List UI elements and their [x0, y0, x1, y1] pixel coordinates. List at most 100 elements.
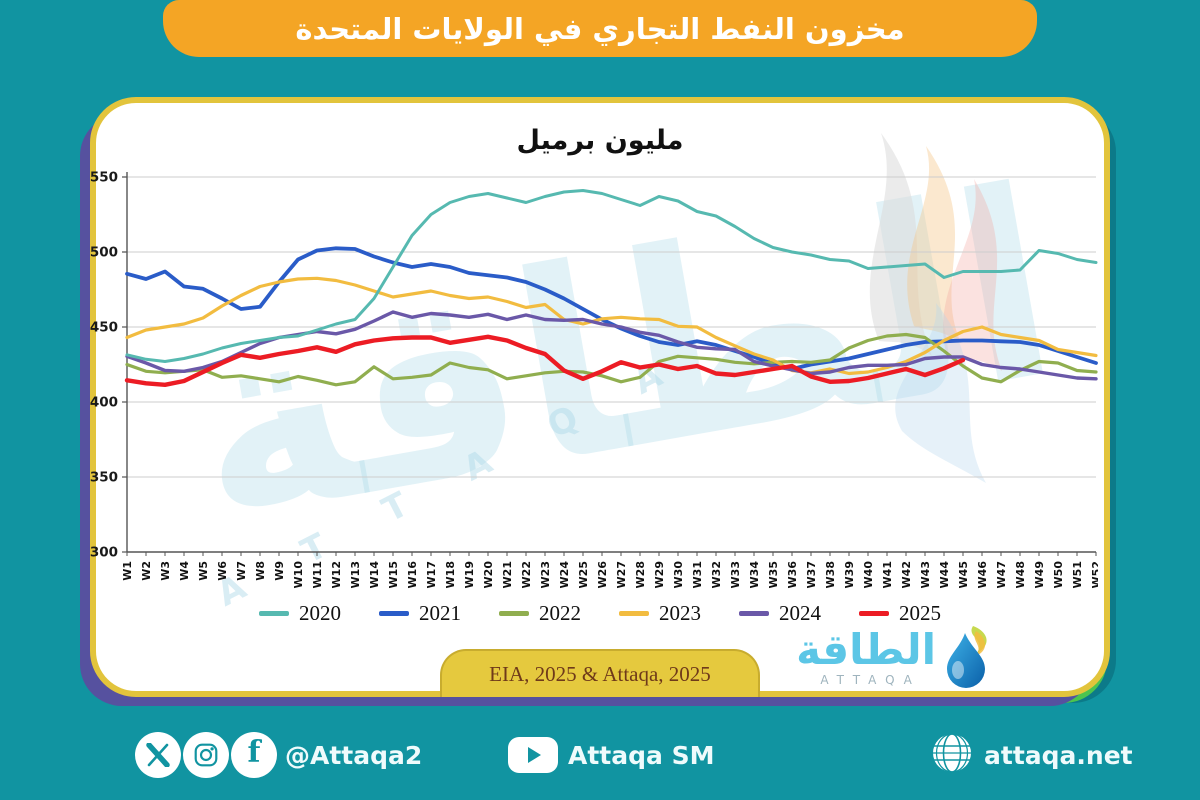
svg-text:W28: W28 [634, 561, 647, 588]
svg-text:W46: W46 [976, 561, 989, 589]
legend-label-2025: 2025 [899, 601, 941, 625]
svg-text:350: 350 [90, 470, 118, 486]
svg-text:W42: W42 [900, 561, 913, 588]
legend-item-2020: 2020 [259, 601, 341, 626]
svg-text:W8: W8 [254, 561, 267, 581]
legend-label-2024: 2024 [779, 601, 821, 625]
youtube-channel: Attaqa SM [568, 740, 715, 770]
legend-item-2023: 2023 [619, 601, 701, 626]
svg-text:W25: W25 [577, 561, 590, 588]
svg-text:W48: W48 [1014, 561, 1027, 588]
svg-text:W36: W36 [786, 561, 799, 589]
svg-text:W23: W23 [539, 561, 552, 588]
svg-text:W32: W32 [710, 561, 723, 588]
svg-text:W43: W43 [919, 561, 932, 588]
svg-text:W24: W24 [558, 561, 571, 589]
svg-text:W30: W30 [672, 561, 685, 589]
svg-text:W21: W21 [501, 561, 514, 588]
social-group: f @Attaqa2 [135, 710, 422, 800]
svg-text:W34: W34 [748, 561, 761, 589]
svg-text:W20: W20 [482, 561, 495, 589]
flame-watermark-icon [869, 133, 1002, 483]
chart-legend: 2020 2021 2022 2023 2024 2025 [96, 601, 1104, 626]
svg-text:W26: W26 [596, 561, 609, 589]
svg-text:550: 550 [90, 170, 118, 186]
svg-text:300: 300 [90, 545, 118, 561]
youtube-icon [508, 737, 558, 773]
svg-text:W11: W11 [311, 561, 324, 588]
legend-label-2023: 2023 [659, 601, 701, 625]
svg-text:500: 500 [90, 245, 118, 261]
svg-text:W49: W49 [1033, 561, 1046, 588]
svg-text:W27: W27 [615, 561, 628, 588]
series-line-2022 [125, 332, 1098, 387]
svg-text:W37: W37 [805, 561, 818, 588]
legend-swatch-2024 [739, 611, 769, 616]
chart-card: الطاقة A T T A Q A 300 350 400 450 500 550 W1 W… [90, 97, 1110, 697]
svg-text:W6: W6 [216, 561, 229, 581]
svg-text:W19: W19 [463, 561, 476, 588]
legend-label-2020: 2020 [299, 601, 341, 625]
legend-swatch-2025 [859, 611, 889, 616]
svg-text:W3: W3 [159, 561, 172, 581]
svg-text:W16: W16 [406, 561, 419, 589]
svg-text:W1: W1 [121, 561, 134, 581]
logo-arabic-text: الطاقة [796, 624, 936, 674]
svg-text:W4: W4 [178, 561, 191, 581]
svg-text:W22: W22 [520, 561, 533, 588]
svg-text:W44: W44 [938, 561, 951, 589]
svg-text:W40: W40 [862, 561, 875, 589]
svg-text:W50: W50 [1052, 561, 1065, 589]
legend-swatch-2022 [499, 611, 529, 616]
legend-item-2025: 2025 [859, 601, 941, 626]
series-line-2023 [125, 276, 1098, 376]
attaqa-logo: الطاقة ATTAQA [796, 625, 994, 689]
legend-swatch-2023 [619, 611, 649, 616]
x-twitter-icon [135, 732, 181, 778]
instagram-icon [183, 732, 229, 778]
svg-text:450: 450 [90, 320, 118, 336]
facebook-icon: f [231, 732, 277, 778]
svg-text:W13: W13 [349, 561, 362, 588]
svg-text:W31: W31 [691, 561, 704, 588]
svg-text:W17: W17 [425, 561, 438, 588]
svg-text:W29: W29 [653, 561, 666, 588]
logo-latin-text: ATTAQA [820, 672, 921, 687]
logo-text: الطاقة ATTAQA [796, 624, 936, 687]
social-handle: @Attaqa2 [285, 740, 423, 770]
line-chart: 300 350 400 450 500 550 W1 W2 W3 W4 W5 W6 W7 W8 W9 W10 W… [90, 133, 1098, 589]
title-bar: مخزون النفط التجاري في الولايات المتحدة [163, 0, 1037, 57]
website-group: attaqa.net [930, 710, 1133, 800]
svg-text:W10: W10 [292, 561, 305, 589]
legend-item-2021: 2021 [379, 601, 461, 626]
svg-text:W33: W33 [729, 561, 742, 588]
website-url: attaqa.net [984, 740, 1133, 770]
svg-text:W5: W5 [197, 561, 210, 581]
card-clip: الطاقة A T T A Q A 300 350 400 450 500 550 W1 W… [90, 97, 1110, 697]
svg-text:W12: W12 [330, 561, 343, 588]
page-title: مخزون النفط التجاري في الولايات المتحدة [295, 11, 905, 46]
svg-text:W41: W41 [881, 561, 894, 588]
svg-text:W2: W2 [140, 561, 153, 581]
svg-text:W38: W38 [824, 561, 837, 588]
svg-text:W52: W52 [1090, 561, 1098, 588]
svg-text:W39: W39 [843, 561, 856, 588]
droplet-flame-icon [947, 626, 987, 688]
svg-text:W35: W35 [767, 561, 780, 588]
legend-item-2024: 2024 [739, 601, 821, 626]
svg-text:W18: W18 [444, 561, 457, 588]
svg-text:400: 400 [90, 395, 118, 411]
svg-text:W45: W45 [957, 561, 970, 588]
svg-text:W51: W51 [1071, 561, 1084, 588]
legend-item-2022: 2022 [499, 601, 581, 626]
series-line-2020 [125, 189, 1098, 363]
legend-label-2021: 2021 [419, 601, 461, 625]
svg-text:W9: W9 [273, 561, 286, 581]
footer: f @Attaqa2 Attaqa SM attaqa.net [0, 710, 1200, 800]
svg-text:W7: W7 [235, 561, 248, 581]
chart-units-title: مليون برميل [516, 125, 684, 156]
globe-icon [930, 731, 974, 779]
legend-swatch-2021 [379, 611, 409, 616]
source-text: EIA, 2025 & Attaqa, 2025 [489, 661, 711, 686]
